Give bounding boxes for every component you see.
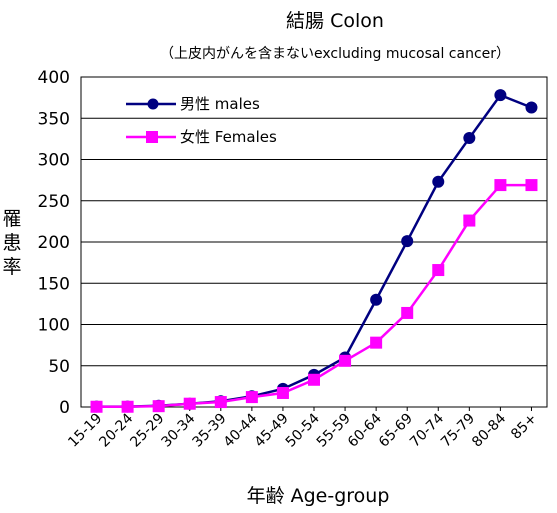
data-point bbox=[121, 400, 134, 413]
plot-area: 0 50 100 150 200 250 300 350 400 15-1920-2425-29… bbox=[38, 68, 548, 451]
x-tick-label: 15-19 bbox=[65, 411, 105, 451]
data-point bbox=[401, 235, 414, 248]
x-tick-label: 30-34 bbox=[158, 410, 198, 450]
x-tick-label: 70-74 bbox=[407, 410, 447, 450]
data-point bbox=[463, 132, 476, 145]
data-point bbox=[370, 293, 383, 306]
data-point bbox=[308, 373, 320, 386]
data-point bbox=[432, 264, 445, 277]
legend-label-males: 男性 males bbox=[180, 95, 260, 113]
x-axis-ticks: 15-1920-2425-2930-3435-3940-4445-4950-54… bbox=[65, 407, 540, 451]
gridlines bbox=[81, 117, 547, 367]
data-point bbox=[276, 386, 289, 399]
data-point bbox=[245, 391, 258, 404]
series-layer bbox=[90, 89, 538, 413]
y-tick-label: 200 bbox=[38, 233, 70, 253]
y-axis-title-char: 患 bbox=[2, 232, 21, 254]
x-tick-label: 80-84 bbox=[469, 410, 509, 450]
x-tick-label: 20-24 bbox=[96, 410, 136, 450]
data-point bbox=[90, 400, 103, 413]
x-tick-label: 85+ bbox=[508, 411, 540, 443]
y-tick-label: 250 bbox=[38, 192, 70, 212]
data-point bbox=[525, 101, 538, 114]
series-females bbox=[90, 179, 538, 413]
legend-marker-males bbox=[147, 98, 159, 110]
y-tick-label: 400 bbox=[38, 68, 70, 88]
y-tick-label: 350 bbox=[38, 109, 70, 129]
x-tick-label: 35-39 bbox=[190, 411, 230, 451]
data-point bbox=[525, 179, 538, 192]
data-point bbox=[463, 214, 476, 227]
x-tick-label: 25-29 bbox=[127, 411, 167, 451]
y-tick-label: 50 bbox=[48, 357, 70, 377]
x-axis-title: 年齢 Age-group bbox=[247, 485, 390, 507]
chart-subtitle: （上皮内がんを含まないexcluding mucosal cancer） bbox=[160, 46, 510, 62]
x-tick-label: 55-59 bbox=[314, 411, 354, 451]
data-point bbox=[214, 396, 227, 409]
data-point bbox=[494, 179, 507, 192]
y-tick-label: 0 bbox=[59, 398, 70, 418]
x-tick-label: 40-44 bbox=[221, 410, 261, 450]
x-tick-label: 45-49 bbox=[252, 411, 292, 451]
data-point bbox=[432, 175, 445, 188]
chart-title: 結腸 Colon bbox=[286, 10, 384, 32]
x-tick-label: 65-69 bbox=[376, 411, 416, 451]
x-tick-label: 75-79 bbox=[438, 411, 478, 451]
x-tick-label: 50-54 bbox=[283, 410, 323, 450]
legend-marker-females bbox=[146, 131, 158, 143]
y-tick-label: 300 bbox=[38, 151, 70, 171]
y-axis-title-char: 罹 bbox=[2, 208, 21, 230]
y-axis-title-char: 率 bbox=[2, 256, 21, 278]
data-point bbox=[401, 306, 414, 319]
y-axis-title: 罹患率 bbox=[2, 208, 21, 278]
data-point bbox=[152, 400, 165, 413]
legend-label-females: 女性 Females bbox=[180, 128, 277, 146]
data-point bbox=[183, 397, 196, 410]
data-point bbox=[339, 354, 352, 367]
y-tick-label: 100 bbox=[38, 316, 70, 336]
data-point bbox=[370, 336, 383, 349]
x-tick-label: 60-64 bbox=[345, 410, 385, 450]
y-tick-label: 150 bbox=[38, 274, 70, 294]
y-axis-ticks: 0 50 100 150 200 250 300 350 400 bbox=[38, 68, 70, 418]
legend: 男性 males 女性 Females bbox=[126, 95, 277, 146]
data-point bbox=[494, 89, 507, 102]
